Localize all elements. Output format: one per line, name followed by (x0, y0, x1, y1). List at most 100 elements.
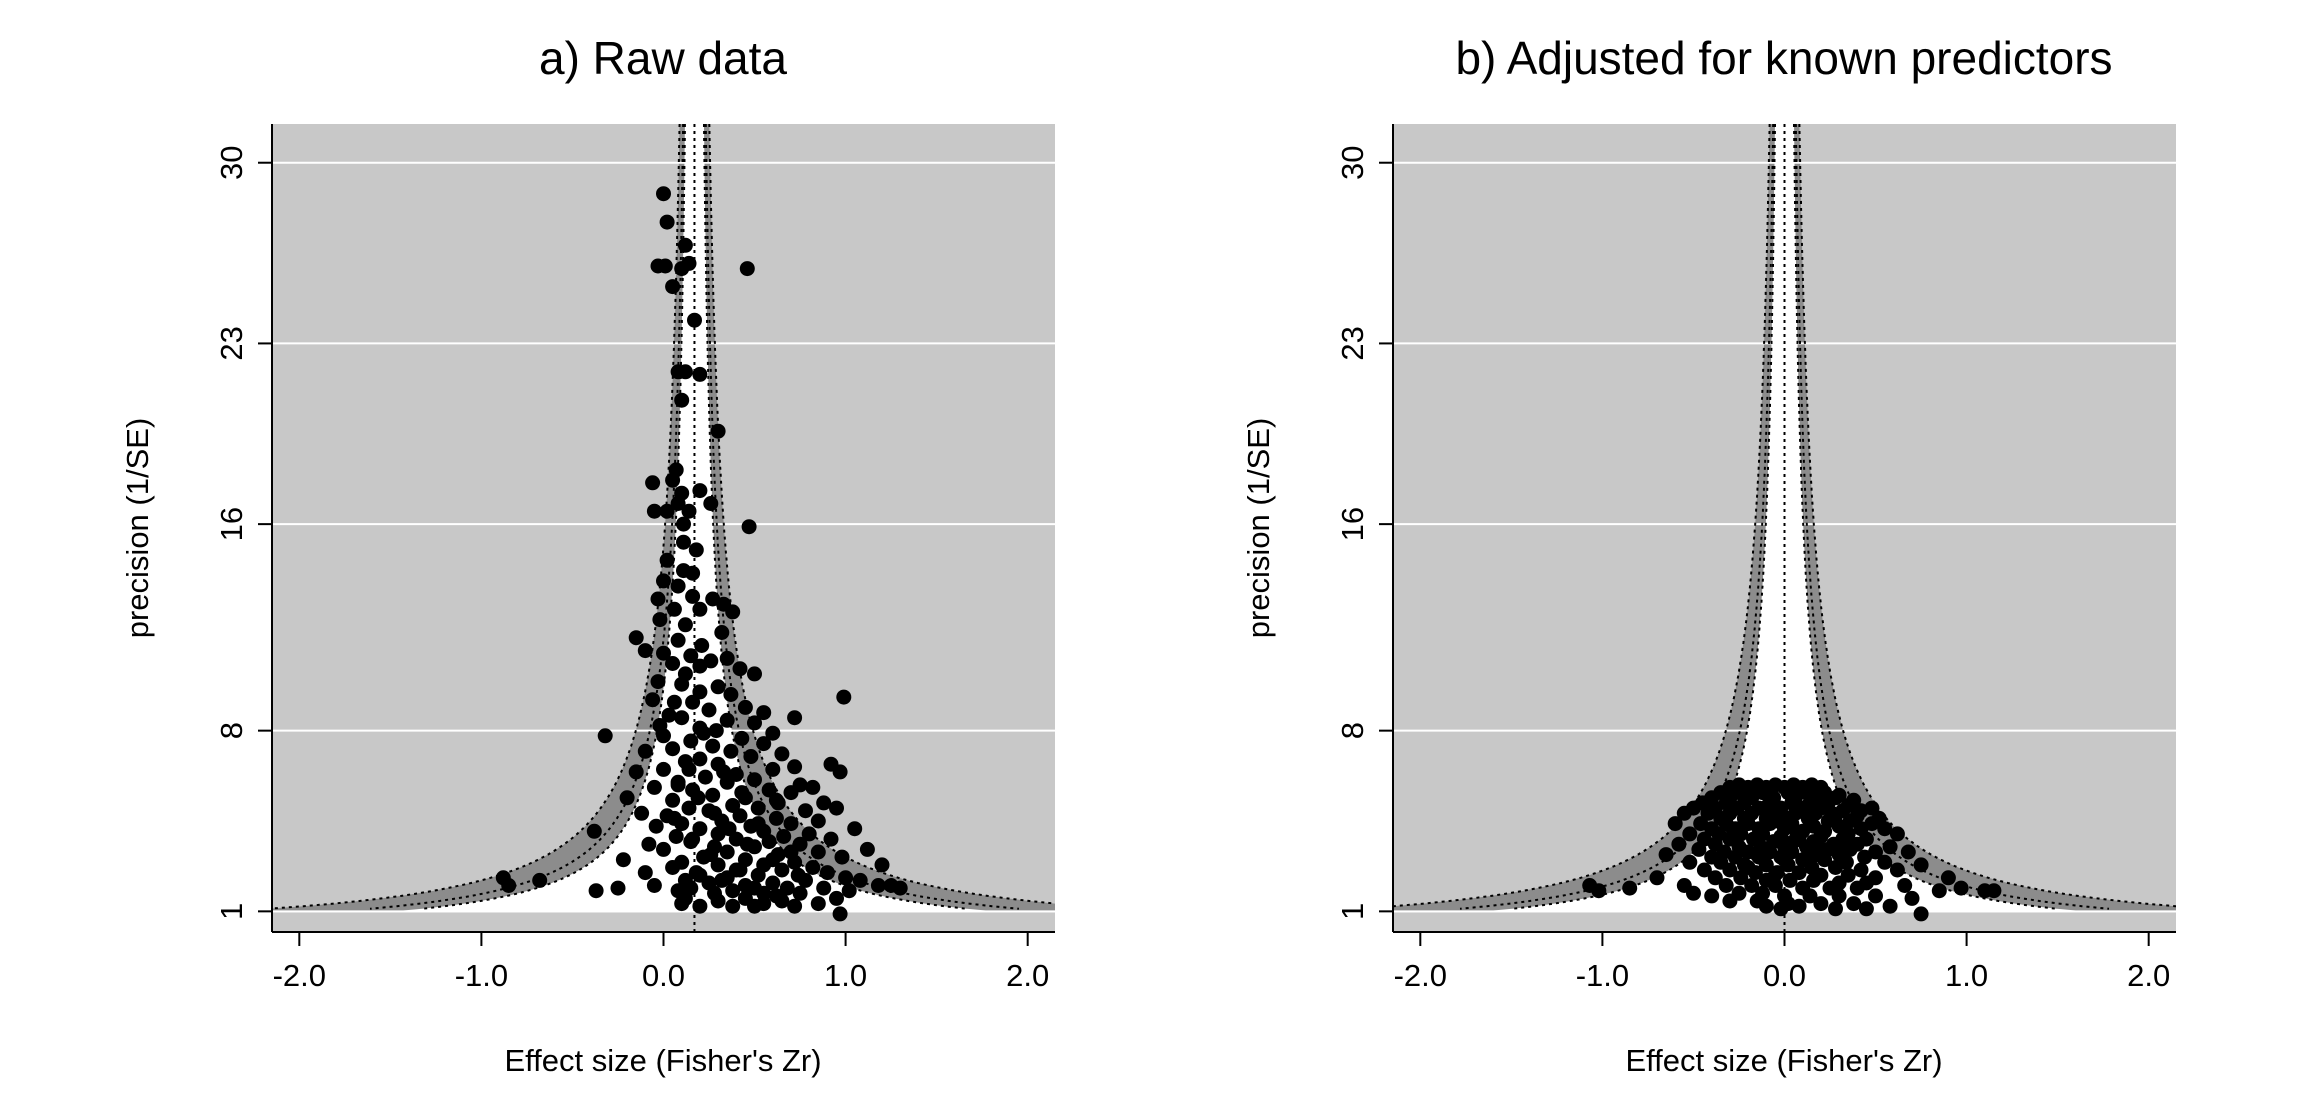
data-point (719, 712, 735, 728)
data-point (1940, 870, 1956, 886)
data-point (747, 880, 762, 896)
x-tick-label: -1.0 (455, 958, 508, 993)
data-point (787, 710, 803, 726)
data-point (847, 821, 863, 837)
data-point (1904, 890, 1920, 906)
contour-line (1794, 124, 2110, 910)
data-point (705, 787, 721, 803)
data-point (615, 852, 631, 868)
data-point (688, 865, 704, 881)
data-point (1846, 896, 1862, 912)
data-point (1913, 857, 1929, 873)
data-point (692, 366, 708, 382)
data-point (681, 503, 697, 519)
data-point (681, 761, 697, 777)
data-point (870, 878, 886, 893)
data-point (832, 906, 848, 922)
data-point (1868, 888, 1883, 904)
data-point (637, 743, 653, 759)
data-point (1722, 862, 1738, 878)
data-point (708, 723, 724, 739)
x-tick-label: -2.0 (1394, 958, 1447, 993)
data-point (783, 816, 799, 832)
y-axis-ticks: 1 8 16 23 30 (1335, 145, 1393, 920)
data-point (665, 279, 681, 295)
x-tick-label: 0.0 (642, 958, 685, 993)
data-point (1722, 893, 1738, 909)
contour-line (421, 124, 686, 910)
y-tick-label: 8 (214, 722, 249, 739)
data-point (1828, 901, 1843, 917)
data-point (1767, 813, 1783, 829)
chart-title: a) Raw data (539, 32, 787, 84)
data-point (1758, 898, 1774, 914)
data-point (697, 769, 713, 785)
data-point (665, 741, 681, 757)
data-point (690, 790, 706, 806)
data-point (761, 834, 777, 850)
data-point (776, 829, 792, 844)
data-point (816, 880, 832, 896)
data-point (710, 423, 726, 439)
x-tick-label: 2.0 (2127, 958, 2170, 993)
contour-line (369, 124, 685, 910)
data-point (1782, 872, 1798, 888)
data-point (683, 733, 699, 749)
x-tick-label: 0.0 (1763, 958, 1806, 993)
data-point (716, 764, 732, 780)
data-point (823, 831, 839, 847)
data-point (665, 472, 681, 488)
data-point (1877, 821, 1893, 837)
data-point (743, 749, 759, 764)
data-point (1758, 857, 1774, 873)
data-point (859, 841, 875, 857)
data-point (532, 872, 548, 888)
data-point (710, 679, 726, 695)
data-point (725, 883, 741, 899)
data-point (670, 632, 686, 648)
data-point (646, 779, 662, 795)
data-point (692, 898, 708, 914)
data-point (634, 805, 650, 821)
data-point (1900, 844, 1916, 860)
data-point (1931, 883, 1947, 899)
data-point (501, 878, 517, 893)
data-point (652, 612, 668, 628)
data-point (747, 772, 762, 788)
x-tick-label: -1.0 (1576, 958, 1629, 993)
data-point (838, 870, 854, 886)
data-point (670, 496, 686, 511)
data-point (645, 692, 661, 708)
data-point (1658, 847, 1674, 863)
data-point (1591, 883, 1607, 899)
plot-area (271, 124, 1055, 933)
data-point (1789, 826, 1805, 842)
data-point (674, 261, 690, 277)
data-point (737, 699, 753, 715)
data-point (665, 860, 681, 875)
y-tick-label: 30 (214, 145, 249, 179)
data-point (714, 625, 730, 640)
data-point (721, 821, 737, 837)
data-point (1744, 878, 1760, 893)
data-point (637, 865, 653, 881)
data-point (768, 810, 784, 826)
data-point (750, 816, 766, 832)
data-point (619, 790, 635, 806)
data-point (774, 746, 790, 762)
bottom-band (272, 912, 1055, 932)
data-point (805, 779, 821, 795)
y-tick-label: 16 (214, 507, 249, 541)
data-point (783, 785, 799, 801)
data-point (1831, 888, 1847, 904)
data-point (728, 862, 744, 878)
data-point (1802, 888, 1818, 904)
data-point (659, 552, 675, 568)
data-point (1824, 805, 1840, 821)
data-point (734, 730, 750, 746)
data-point (774, 862, 790, 878)
data-point (732, 808, 748, 824)
data-point (692, 821, 708, 837)
data-point (1877, 854, 1893, 870)
data-point (650, 591, 666, 607)
